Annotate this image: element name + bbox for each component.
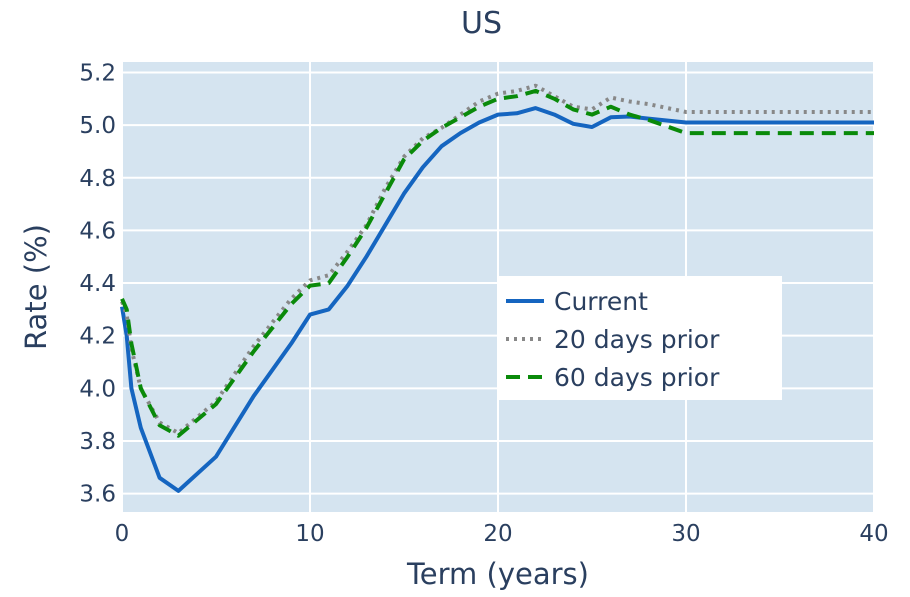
y-tick-label: 5.2 (79, 61, 116, 87)
series-line-1 (120, 106, 874, 493)
series-line-3 (120, 88, 874, 438)
y-tick-label: 4.6 (79, 218, 116, 244)
legend-label: 20 days prior (554, 325, 720, 354)
x-tick-label: 20 (483, 521, 512, 547)
x-axis-ticks: 0 10 20 30 40 (115, 521, 889, 547)
x-tick-label: 10 (295, 521, 324, 547)
legend-box (498, 276, 782, 400)
x-axis-label: Term (years) (406, 557, 589, 591)
x-tick-label: 0 (115, 521, 130, 547)
series-lines (120, 83, 874, 493)
legend: Current 20 days prior 60 days prior (498, 276, 782, 400)
x-tick-label: 40 (859, 521, 888, 547)
chart-title: US (460, 6, 502, 41)
y-axis-label: Rate (%) (19, 224, 53, 350)
y-tick-label: 4.0 (79, 376, 116, 402)
legend-label: 60 days prior (554, 363, 720, 392)
y-tick-label: 4.4 (79, 271, 116, 297)
y-tick-label: 4.8 (79, 166, 116, 192)
y-tick-label: 5.0 (79, 113, 116, 139)
y-tick-label: 3.8 (79, 429, 116, 455)
y-tick-label: 4.2 (79, 324, 116, 350)
y-axis-ticks: 3.6 3.8 4.0 4.2 4.4 4.6 4.8 5.0 5.2 (79, 61, 116, 508)
x-tick-label: 30 (671, 521, 700, 547)
y-tick-label: 3.6 (79, 482, 116, 508)
legend-label: Current (554, 287, 648, 316)
